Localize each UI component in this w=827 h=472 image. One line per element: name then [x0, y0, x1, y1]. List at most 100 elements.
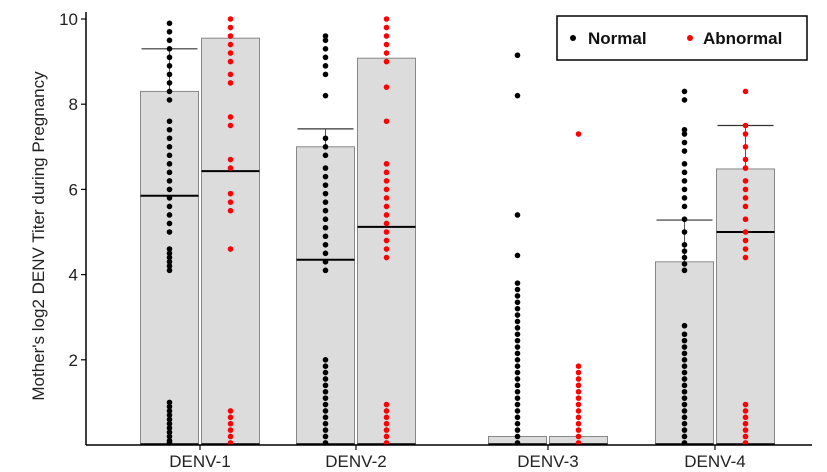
- data-point-abnormal: [575, 376, 582, 382]
- data-point-normal: [166, 118, 173, 125]
- data-point-abnormal: [575, 363, 582, 369]
- data-point-normal: [681, 131, 688, 137]
- data-point-normal: [166, 178, 173, 184]
- data-point-normal: [322, 92, 329, 99]
- data-point-abnormal: [742, 131, 749, 137]
- data-point-normal: [514, 280, 521, 286]
- data-point-normal: [514, 414, 521, 421]
- legend-box: [556, 15, 808, 61]
- data-point-normal: [681, 433, 688, 440]
- data-point-normal: [166, 433, 173, 440]
- data-point-abnormal: [227, 41, 234, 48]
- data-point-normal: [166, 161, 173, 167]
- data-point-normal: [322, 135, 329, 142]
- data-point-abnormal: [227, 165, 234, 171]
- data-point-normal: [514, 420, 521, 427]
- data-point-normal: [681, 178, 688, 184]
- data-point-normal: [322, 152, 329, 159]
- data-point-normal: [322, 427, 329, 433]
- data-point-normal: [322, 376, 329, 382]
- data-point-normal: [514, 325, 521, 331]
- data-point-abnormal: [383, 41, 390, 48]
- data-point-abnormal: [575, 388, 582, 395]
- data-point-normal: [166, 144, 173, 150]
- data-point-normal: [514, 376, 521, 382]
- data-point-abnormal: [227, 414, 234, 421]
- data-point-normal: [322, 267, 329, 274]
- data-point-normal: [322, 382, 329, 389]
- y-tick-label: 2: [69, 351, 78, 370]
- data-point-normal: [322, 408, 329, 414]
- data-point-normal: [514, 344, 521, 350]
- data-point-abnormal: [575, 369, 582, 376]
- data-point-normal: [681, 350, 688, 357]
- data-point-abnormal: [383, 33, 390, 39]
- data-point-normal: [322, 414, 329, 421]
- data-point-abnormal: [383, 433, 390, 440]
- data-point-normal: [166, 88, 173, 95]
- data-point-abnormal: [575, 382, 582, 389]
- data-point-normal: [322, 46, 329, 52]
- data-point-normal: [681, 97, 688, 103]
- data-point-normal: [322, 369, 329, 376]
- legend: Normal Abnormal: [556, 15, 808, 61]
- data-point-normal: [681, 376, 688, 382]
- data-point-normal: [681, 427, 688, 433]
- data-point-normal: [322, 173, 329, 180]
- data-point-normal: [166, 425, 173, 431]
- data-point-abnormal: [227, 427, 234, 433]
- data-point-abnormal: [575, 395, 582, 401]
- data-point-abnormal: [383, 24, 390, 31]
- data-point-normal: [514, 212, 521, 218]
- data-point-normal: [166, 203, 173, 210]
- data-point-normal: [166, 212, 173, 218]
- data-point-normal: [514, 427, 521, 433]
- data-point-abnormal: [383, 50, 390, 56]
- data-point-normal: [322, 395, 329, 401]
- data-point-abnormal: [742, 156, 749, 163]
- data-point-abnormal: [383, 254, 390, 261]
- data-point-normal: [681, 369, 688, 376]
- data-point-normal: [322, 199, 329, 205]
- data-point-normal: [166, 429, 173, 436]
- data-point-abnormal: [742, 427, 749, 433]
- data-point-abnormal: [383, 195, 390, 201]
- data-point-abnormal: [383, 414, 390, 421]
- data-point-normal: [514, 312, 521, 318]
- data-point-normal: [514, 350, 521, 357]
- data-point-abnormal: [742, 216, 749, 223]
- data-point-normal: [514, 395, 521, 401]
- data-point-normal: [166, 403, 173, 410]
- data-point-normal: [681, 148, 688, 154]
- data-point-normal: [681, 357, 688, 363]
- data-point-normal: [514, 382, 521, 389]
- data-point-normal: [322, 241, 329, 248]
- data-point-abnormal: [227, 24, 234, 31]
- data-point-normal: [681, 420, 688, 427]
- data-point-normal: [322, 388, 329, 395]
- data-point-abnormal: [575, 414, 582, 421]
- data-point-abnormal: [575, 401, 582, 408]
- data-point-normal: [681, 195, 688, 201]
- data-point-abnormal: [383, 84, 390, 90]
- data-point-abnormal: [227, 122, 234, 129]
- data-point-normal: [681, 331, 688, 338]
- data-point-normal: [514, 363, 521, 369]
- x-tick-label: DENV-1: [169, 452, 230, 471]
- data-point-normal: [514, 52, 521, 59]
- data-point-normal: [166, 63, 173, 69]
- data-point-normal: [166, 71, 173, 78]
- data-point-abnormal: [383, 58, 390, 65]
- data-point-abnormal: [742, 254, 749, 261]
- data-point-normal: [681, 216, 688, 223]
- data-point-abnormal: [227, 50, 234, 56]
- data-point-abnormal: [742, 178, 749, 184]
- data-point-normal: [322, 33, 329, 39]
- data-point-normal: [681, 126, 688, 133]
- data-point-normal: [166, 250, 173, 257]
- y-tick-label: 6: [69, 180, 78, 199]
- data-point-normal: [166, 254, 173, 261]
- data-point-abnormal: [742, 246, 749, 252]
- data-point-normal: [322, 363, 329, 369]
